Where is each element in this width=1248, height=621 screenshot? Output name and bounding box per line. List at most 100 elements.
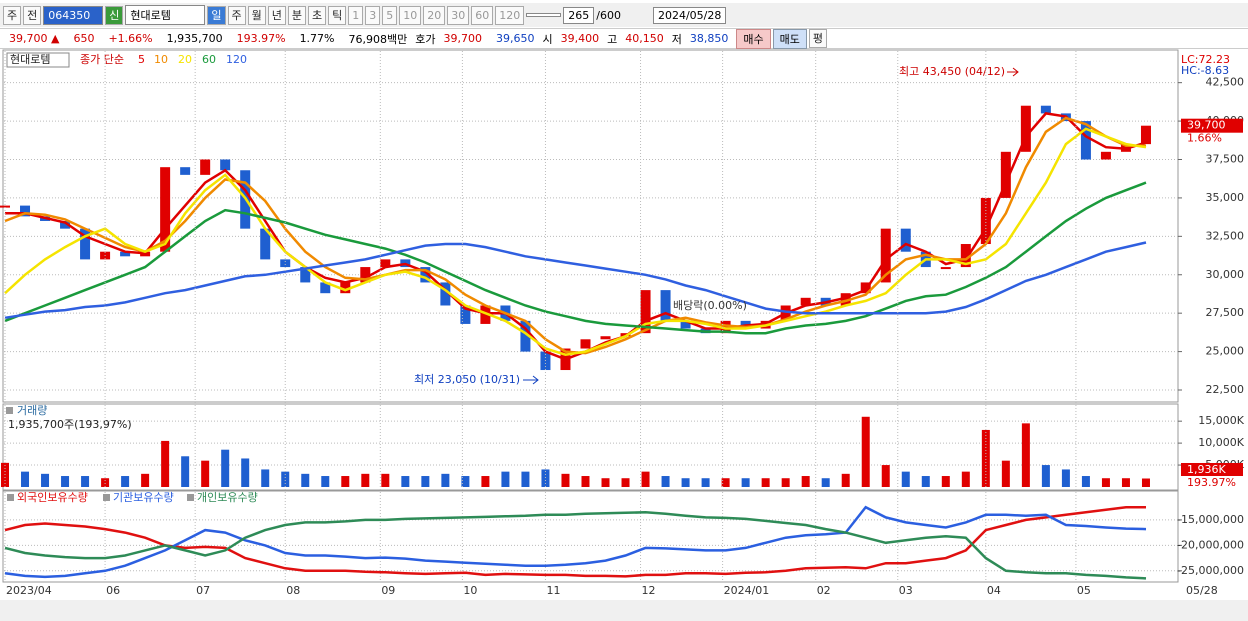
volume-bar [961,471,970,487]
y-tick-label: 37,500 [1206,152,1245,165]
volume-bar [301,473,310,487]
holdings-panel [2,490,1179,583]
toolbar: 주 전 064350 신 현대로템 일 주 월 년 분 초 틱 1 3 5 10… [0,3,1248,27]
candle [980,197,991,245]
price-panel [2,49,1179,403]
candle [900,228,911,252]
interval[interactable]: 주 [227,5,246,25]
scroll-bar[interactable] [0,600,1248,621]
holdings-line [4,505,1147,579]
buy-button[interactable]: 매수 [736,28,771,49]
legend-item: 개인보유수량 [197,491,258,504]
holdings-line [4,511,1147,580]
y-tick-label: 25,000 [1206,345,1245,358]
y-tick-label: 10,000K [1198,436,1244,449]
last-volume-pct: 193.97% [1187,476,1236,489]
candle [480,305,491,324]
dividend-note: 배당락(0.00%) [673,299,747,312]
candle [1080,121,1091,160]
minute[interactable]: 60 [471,5,494,25]
volume-bar [1121,478,1130,487]
interval[interactable]: 월 [247,5,266,25]
sell-button[interactable]: 매도 [772,28,807,49]
x-tick-label: 2023/04 [6,584,52,597]
high: 40,150 [625,32,664,45]
legend-item: 120 [226,53,247,66]
last-volume-label: 1,936K [1187,463,1226,476]
interval[interactable]: 틱 [328,5,347,25]
panel-subtitle: 1,935,700주(193,97%) [8,418,132,431]
legend-item: 외국인보유수량 [17,491,88,504]
period-prefix[interactable]: 주 [3,5,22,25]
candle [1000,151,1011,198]
volume-bar [581,476,590,487]
avg-button[interactable]: 평 [808,29,827,48]
candle [660,290,671,321]
low: 38,850 [689,32,729,45]
x-end-label: 05/28 [1186,584,1218,597]
volume-bar [1141,478,1150,487]
info-bar: 39,700 ▲ 650 +1.66% 1,935,700 193.97% 1.… [0,28,1248,49]
candle [80,228,91,260]
volume-bar [1081,476,1090,487]
interval[interactable]: 일 [207,5,226,25]
volume-bar [481,476,490,487]
interval[interactable]: 초 [308,5,327,25]
volume-bar [181,456,190,487]
volume-bar [841,473,850,487]
candle [0,205,10,208]
minute[interactable]: 1 [348,5,364,25]
volume-bar [621,478,630,487]
code-input[interactable]: 064350 [43,5,104,25]
volume-bar [361,473,370,487]
volume-bar [701,478,710,487]
minute[interactable]: 120 [495,5,525,25]
legend-icon [187,494,194,501]
volume-bar [341,476,350,487]
candle [680,320,691,329]
blank-input[interactable] [526,13,562,17]
count-input[interactable]: 265 [563,6,595,24]
volume-bar [821,478,830,487]
legend-icon [7,494,14,501]
volume-bar [601,478,610,487]
candle [520,320,531,352]
stock-name[interactable]: 현대로템 [125,5,206,25]
volume-bar [241,458,250,487]
interval[interactable]: 분 [287,5,306,25]
x-tick-label: 10 [463,584,477,597]
candle [220,159,231,171]
x-tick-label: 08 [286,584,300,597]
volume-bar [921,476,930,487]
volume-bar [501,471,510,487]
candle [880,228,891,283]
minute[interactable]: 10 [399,5,422,25]
holdings-line [4,505,1146,578]
candle [720,320,731,334]
volume-bar [881,465,890,487]
ma-line [4,241,1147,320]
volume-bar [901,471,910,487]
y-tick-label: -20,000,000 [1177,538,1244,551]
volume-bar [201,460,210,487]
legend-item: 5 [138,53,145,66]
candle [180,167,191,175]
date-input[interactable]: 2024/05/28 [652,6,727,24]
prev-button[interactable]: 전 [23,5,42,25]
minute[interactable]: 3 [365,5,381,25]
minute[interactable]: 20 [423,5,446,25]
ask: 39,700 [443,32,483,45]
minute[interactable]: 30 [447,5,470,25]
volume-bar [261,469,270,487]
legend-item: 기관보유수량 [113,491,174,504]
minute[interactable]: 5 [382,5,398,25]
interval[interactable]: 년 [267,5,286,25]
candle [280,259,291,268]
candle [600,336,611,340]
candle [940,267,951,270]
candle [840,293,851,306]
amount: 76,908백만 [348,32,408,46]
x-tick-label: 07 [196,584,210,597]
last-change: 1.66% [1187,132,1222,145]
